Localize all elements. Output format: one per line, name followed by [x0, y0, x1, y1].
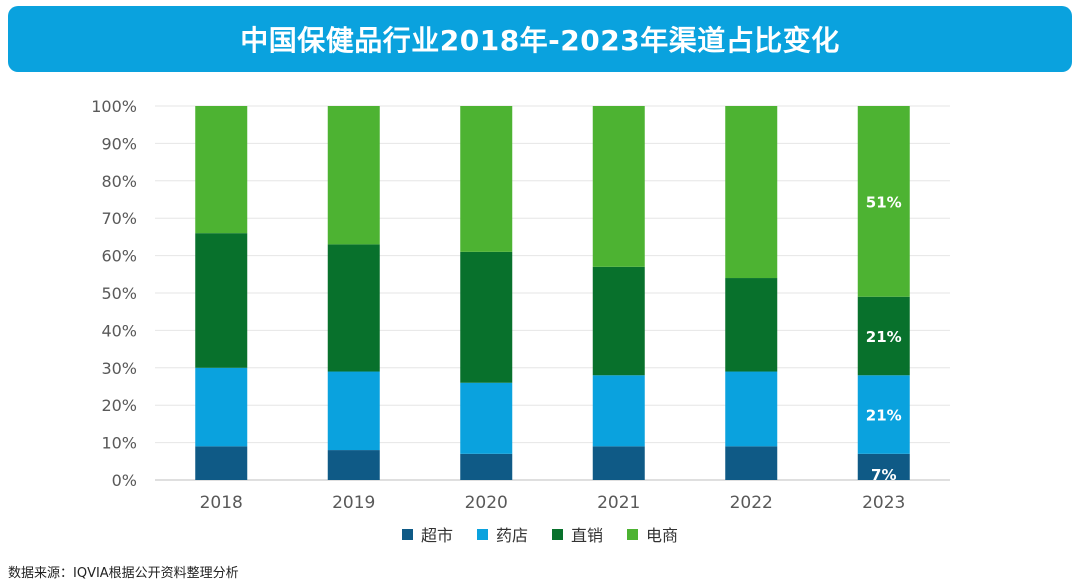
- y-tick-label: 20%: [101, 396, 137, 415]
- y-tick-label: 10%: [101, 434, 137, 453]
- x-tick-label: 2019: [332, 493, 375, 513]
- bar-segment-2021-直销: [592, 266, 645, 376]
- chart-legend: 超市 药店 直销 电商: [0, 522, 1080, 546]
- bar-segment-2022-电商: [725, 106, 778, 279]
- bar-segment-2023-电商: [857, 106, 910, 297]
- bar-segment-2023-超市: [857, 453, 910, 480]
- x-tick-label: 2021: [597, 493, 640, 513]
- y-tick-label: 100%: [91, 97, 137, 116]
- x-tick-label: 2022: [730, 493, 773, 513]
- x-tick-label: 2020: [465, 493, 508, 513]
- y-tick-label: 50%: [101, 284, 137, 303]
- bar-segment-2019-直销: [327, 244, 380, 372]
- legend-item: 直销: [552, 522, 603, 546]
- bar-segment-2022-直销: [725, 278, 778, 372]
- bar-segment-2018-直销: [195, 233, 248, 368]
- legend-label: 药店: [495, 526, 528, 545]
- data-label: 7%: [871, 466, 896, 484]
- data-source-note: 数据来源：IQVIA根据公开资料整理分析: [8, 566, 239, 581]
- legend-label: 电商: [646, 526, 679, 545]
- bar-segment-2020-直销: [460, 251, 513, 383]
- bar-segment-2018-超市: [195, 446, 248, 480]
- data-label: 51%: [866, 193, 902, 211]
- legend-swatch: [401, 528, 413, 540]
- bar-segment-2019-药店: [327, 371, 380, 451]
- y-tick-label: 70%: [101, 209, 137, 228]
- chart-title: 中国保健品行业2018年-2023年渠道占比变化: [240, 24, 840, 57]
- bar-segment-2020-超市: [460, 453, 513, 480]
- bar-segment-2018-电商: [195, 106, 248, 234]
- data-label: 21%: [866, 328, 902, 346]
- legend-label: 超市: [420, 526, 453, 545]
- y-tick-label: 60%: [101, 247, 137, 266]
- legend-swatch: [627, 528, 639, 540]
- y-tick-label: 40%: [101, 321, 137, 340]
- legend-item: 超市: [401, 522, 453, 546]
- legend-item: 电商: [627, 522, 678, 546]
- y-tick-label: 30%: [101, 359, 137, 378]
- data-label: 21%: [866, 407, 902, 425]
- y-tick-label: 90%: [101, 134, 137, 153]
- bar-segment-2019-超市: [327, 450, 380, 480]
- bar-segment-2021-电商: [592, 106, 645, 267]
- bar-segment-2022-超市: [725, 446, 778, 480]
- bar-segment-2023-药店: [857, 375, 910, 454]
- legend-swatch: [552, 528, 563, 540]
- bar-segment-2021-药店: [592, 375, 645, 447]
- y-tick-label: 0%: [112, 471, 137, 490]
- bar-segment-2019-电商: [327, 106, 380, 245]
- bar-segment-2021-超市: [592, 446, 645, 480]
- bar-segment-2020-电商: [460, 106, 513, 252]
- bar-segment-2018-药店: [195, 367, 248, 447]
- bar-segment-2023-直销: [857, 296, 910, 376]
- legend-item: 药店: [476, 522, 528, 546]
- bar-segment-2020-药店: [460, 382, 513, 454]
- y-tick-label: 80%: [101, 172, 137, 191]
- x-tick-label: 2018: [200, 493, 243, 513]
- bar-segment-2022-药店: [725, 371, 778, 447]
- title-banner: 中国保健品行业2018年-2023年渠道占比变化: [8, 6, 1072, 72]
- legend-swatch: [476, 528, 488, 540]
- legend-label: 直销: [571, 526, 604, 545]
- x-tick-label: 2023: [862, 493, 905, 513]
